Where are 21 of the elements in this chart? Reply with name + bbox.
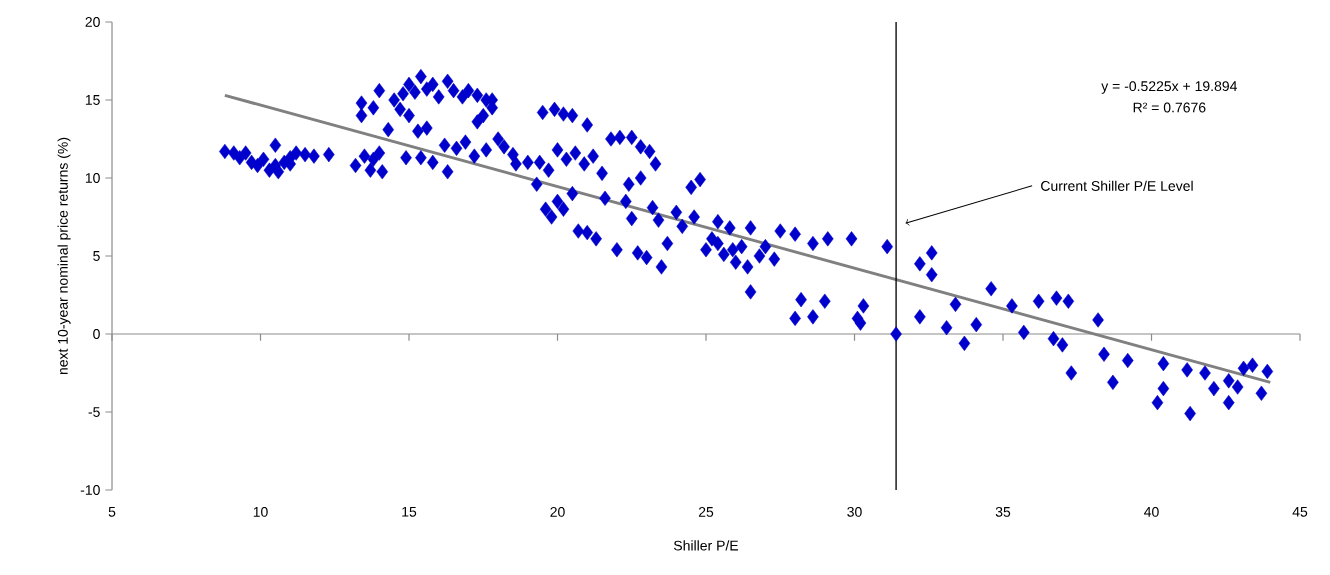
- y-axis-title: next 10-year nominal price returns (%): [57, 137, 71, 375]
- annotation: R² = 0.7676: [1133, 102, 1206, 113]
- x-tick-label: 30: [847, 506, 862, 517]
- x-tick-label: 10: [253, 506, 268, 517]
- x-axis-title: Shiller P/E: [673, 540, 739, 551]
- y-tick-label: -5: [88, 407, 100, 417]
- y-tick-label: -10: [80, 485, 100, 495]
- x-tick-label: 5: [108, 506, 116, 517]
- x-tick-label: 45: [1292, 506, 1308, 517]
- y-tick-label: 5: [93, 251, 100, 261]
- y-tick-label: 15: [85, 95, 100, 105]
- x-tick-label: 40: [1144, 506, 1159, 517]
- x-tick-label: 35: [995, 506, 1011, 517]
- y-tick-label: 20: [85, 17, 100, 27]
- y-tick-label: 10: [85, 173, 100, 183]
- ref-line-label: Current Shiller P/E Level: [1041, 180, 1193, 191]
- y-tick-label: 0: [93, 329, 100, 339]
- x-tick-label: 15: [402, 506, 417, 517]
- annotation: y = -0.5225x + 19.894: [1101, 81, 1237, 94]
- x-tick-label: 25: [698, 506, 714, 517]
- x-tick-label: 20: [550, 506, 565, 517]
